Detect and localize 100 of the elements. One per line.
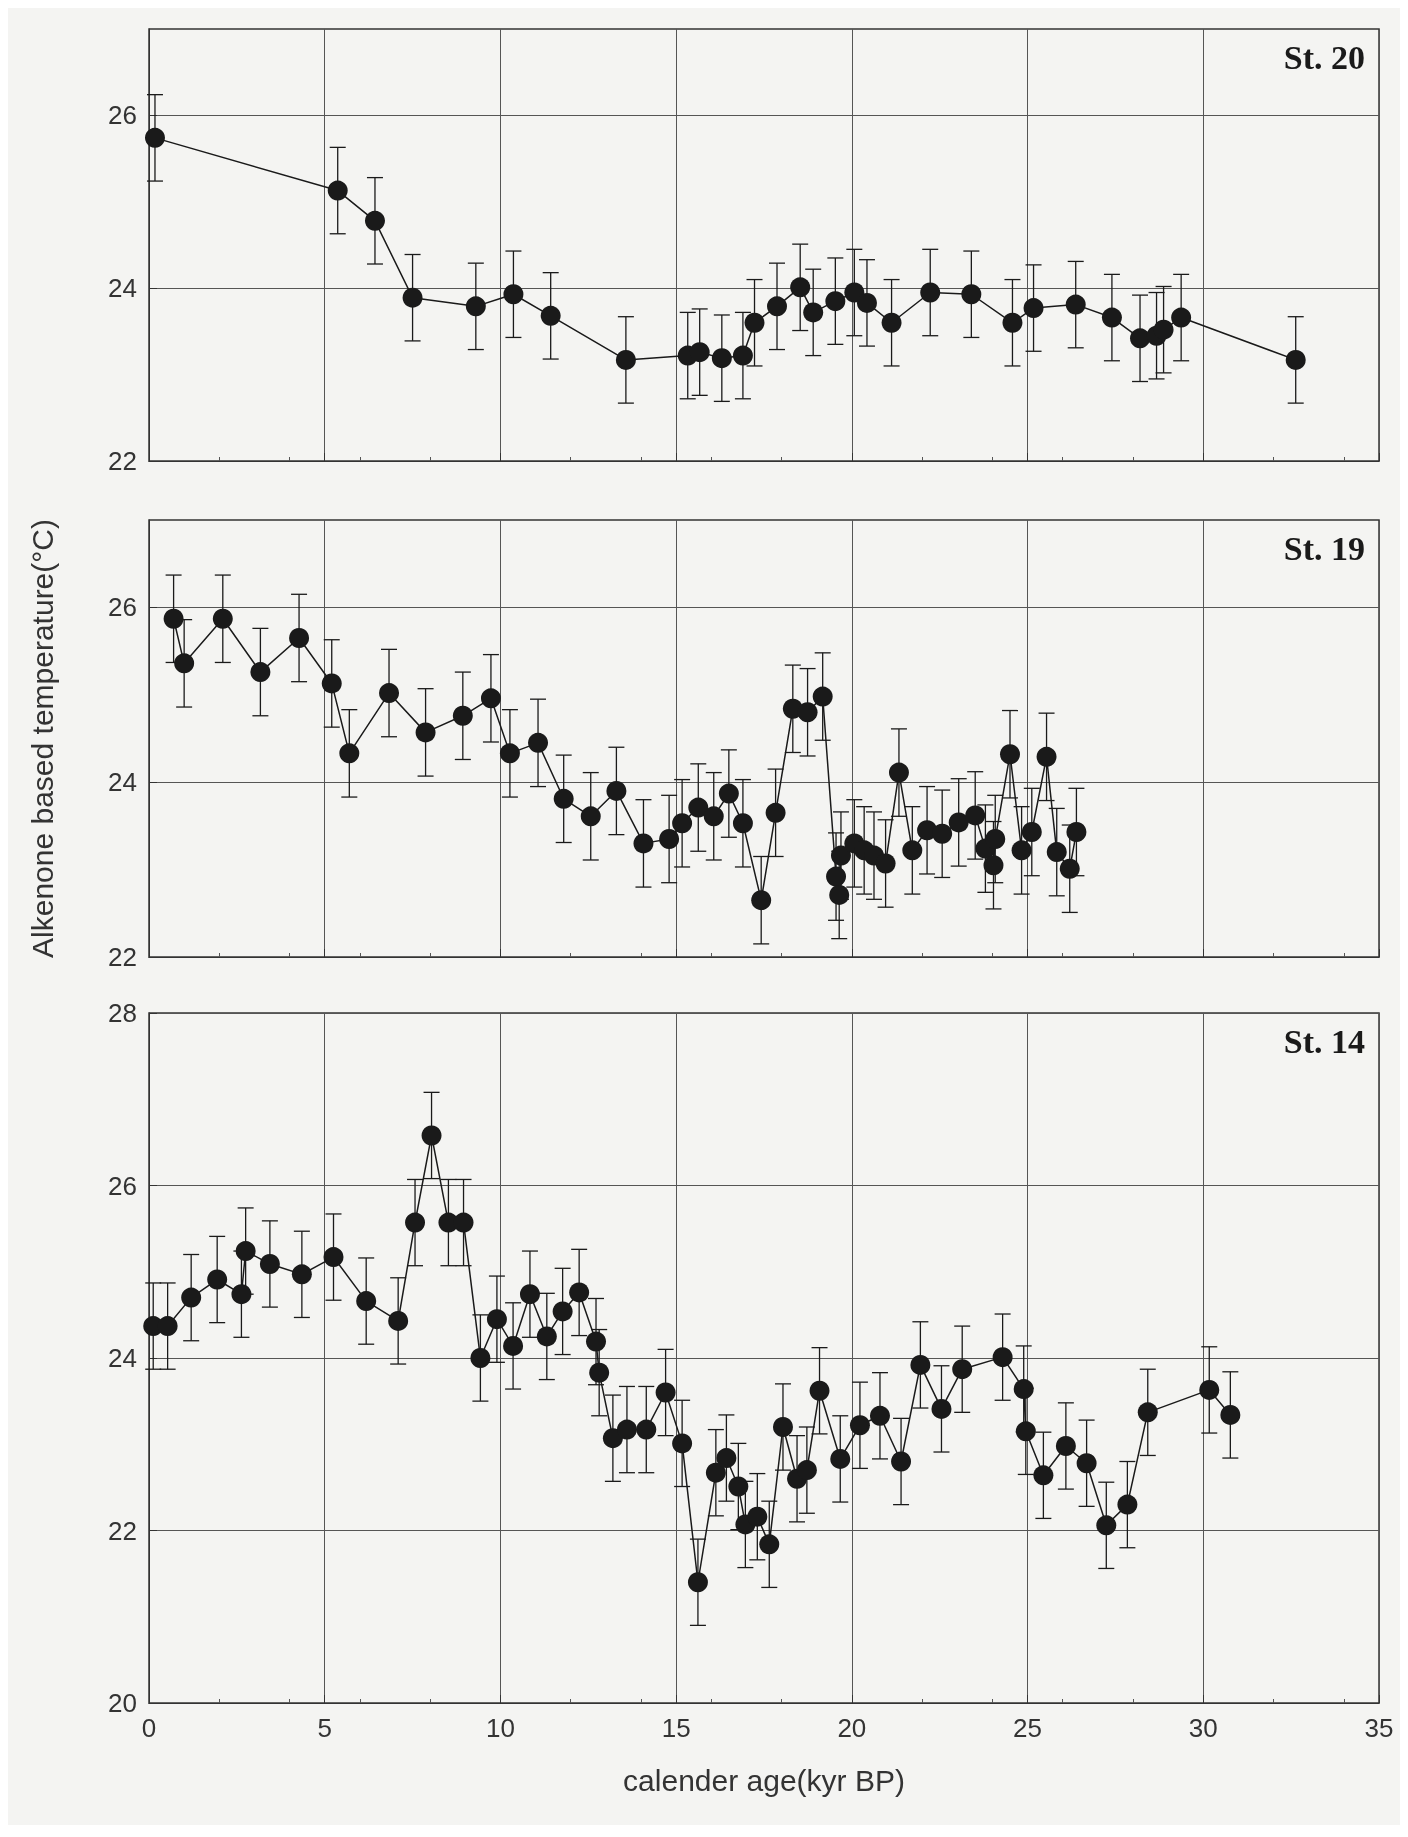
y-tick-label: 22 [108,1515,137,1546]
point [689,342,710,363]
point [606,780,627,801]
point [1171,307,1192,328]
point [732,813,753,834]
point [291,1264,312,1285]
point [920,282,941,303]
point [965,805,986,826]
point [633,833,654,854]
point [553,788,574,809]
point [687,1572,708,1593]
point [1065,294,1086,315]
point [1013,1379,1034,1400]
point [470,1348,491,1368]
point [932,823,953,844]
point [948,812,969,833]
point [705,1462,726,1483]
point [1066,822,1087,843]
point [765,802,786,823]
point [1220,1404,1241,1425]
point [405,1212,426,1233]
point [1059,858,1080,879]
point [207,1269,228,1290]
point [952,1359,973,1380]
point [231,1284,252,1305]
point [744,312,765,333]
x-axis-title: calender age(kyr BP) [623,1763,905,1797]
point [1023,298,1044,319]
point [790,277,811,298]
point [803,302,824,323]
point [536,1326,557,1347]
point [751,890,772,911]
point [552,1301,573,1322]
point [415,722,436,743]
y-tick-label: 20 [108,1688,137,1718]
point [759,1534,780,1555]
point [616,1419,637,1440]
x-tick-label: 15 [661,1713,691,1743]
y-tick-label: 24 [108,273,137,304]
point [1033,1465,1054,1486]
point [797,702,818,723]
y-tick-label: 24 [108,767,137,798]
point [1285,349,1306,370]
point [830,1448,851,1469]
point [1199,1379,1220,1400]
point [569,1282,590,1303]
point [364,210,385,231]
point [486,1309,507,1330]
point [499,743,520,764]
point [1036,746,1057,767]
point [321,673,342,694]
x-tick-label: 35 [1364,1713,1394,1743]
point [688,797,709,818]
point [825,291,846,312]
point [388,1310,409,1331]
point [1011,840,1032,861]
point [327,180,348,201]
point [655,1382,676,1403]
point [672,1433,693,1454]
chart-title: St. 14 [1283,1022,1365,1060]
point [856,292,877,313]
point [1117,1494,1138,1515]
point [716,1448,737,1469]
x-tick-label: 30 [1188,1713,1218,1743]
point [881,312,902,333]
y-tick-label: 24 [108,1343,137,1373]
point [703,806,724,827]
point [849,1415,870,1436]
point [615,349,636,370]
point [747,1506,768,1527]
point [718,783,739,804]
x-tick-label: 0 [141,1713,157,1743]
point [503,284,524,305]
point [985,829,1006,849]
point [528,732,549,753]
point [728,1476,749,1497]
point [452,705,473,726]
point [339,743,360,764]
point [453,1212,474,1233]
point [891,1451,912,1472]
x-tick-label: 25 [1013,1713,1043,1743]
point [356,1291,377,1312]
point [379,683,400,704]
y-tick-label: 26 [108,1170,137,1201]
x-tick-label: 20 [837,1713,867,1743]
point [826,866,847,887]
point [1101,307,1122,328]
point [586,1331,607,1352]
point [812,686,833,707]
point [869,1405,890,1426]
point [1153,319,1174,340]
point [829,884,850,905]
y-tick-label: 22 [108,942,137,972]
y-tick-label: 26 [108,592,137,623]
x-tick-label: 5 [317,1713,332,1743]
point [235,1241,256,1262]
chart-title: St. 19 [1283,529,1365,567]
point [174,653,195,674]
point [1130,328,1151,349]
point [465,296,486,317]
